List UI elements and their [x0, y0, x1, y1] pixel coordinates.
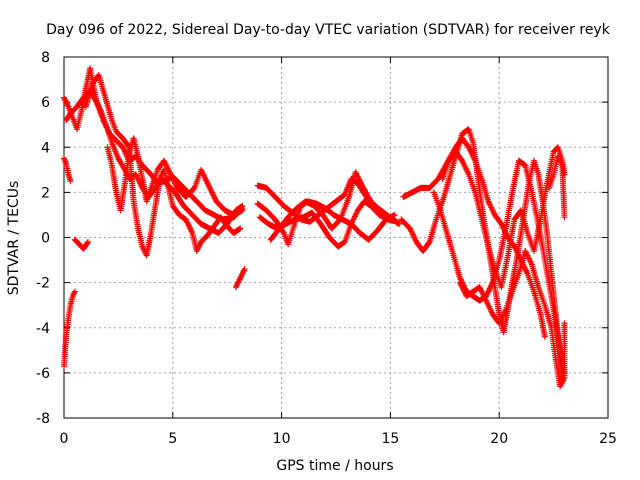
- data-point: [425, 240, 432, 247]
- data-point: [84, 240, 91, 247]
- data-point: [561, 214, 568, 221]
- series-track-e: [82, 72, 244, 259]
- y-tick-label: 0: [41, 231, 50, 247]
- data-point: [561, 320, 568, 327]
- series-track-q: [457, 248, 568, 390]
- y-tick-label: -2: [36, 276, 50, 292]
- x-tick-label: 25: [599, 431, 617, 447]
- data-point: [241, 266, 248, 273]
- chart-title: Day 096 of 2022, Sidereal Day-to-day VTE…: [46, 22, 611, 38]
- data-point: [391, 211, 398, 218]
- y-tick-label: 6: [41, 95, 50, 111]
- x-tick-label: 15: [381, 431, 399, 447]
- data-point: [554, 145, 561, 152]
- y-tick-label: -4: [36, 321, 50, 337]
- series-track-a: [61, 155, 74, 185]
- y-tick-label: -6: [36, 366, 50, 382]
- y-tick-label: -8: [36, 411, 50, 427]
- data-point: [92, 97, 99, 104]
- series-track-g: [71, 236, 91, 252]
- data-points-layer: [61, 65, 568, 390]
- series-track-l: [267, 169, 383, 243]
- series-track-p: [439, 144, 568, 291]
- x-tick-label: 5: [168, 431, 177, 447]
- data-point: [71, 288, 78, 295]
- data-point: [375, 206, 382, 213]
- data-point: [376, 207, 383, 214]
- x-tick-label: 0: [60, 431, 69, 447]
- data-point: [237, 225, 244, 232]
- grid-layer: [64, 57, 608, 418]
- series-track-h: [232, 266, 248, 291]
- y-tick-label: 8: [41, 50, 50, 66]
- y-tick-label: 2: [41, 185, 50, 201]
- data-point: [67, 178, 74, 185]
- plot-frame: [63, 56, 609, 419]
- series-track-k: [256, 198, 400, 250]
- series-track-r: [546, 153, 568, 221]
- data-point: [239, 207, 246, 214]
- series-track-n: [398, 126, 566, 385]
- tick-layer: 0 5 10 15 20 25 -8 -6 -4 -2 0 2 4 6 8: [36, 50, 617, 447]
- x-tick-label: 20: [490, 431, 508, 447]
- data-point: [541, 333, 548, 340]
- data-point: [280, 228, 287, 235]
- y-tick-label: 4: [41, 140, 50, 156]
- series-track-f: [104, 135, 246, 218]
- y-axis-title: SDTVAR / TECUs: [6, 181, 22, 296]
- data-point: [84, 239, 91, 246]
- x-axis-title: GPS time / hours: [276, 458, 393, 474]
- x-tick-label: 10: [273, 431, 291, 447]
- data-point: [393, 218, 400, 225]
- series-track-b: [61, 288, 78, 370]
